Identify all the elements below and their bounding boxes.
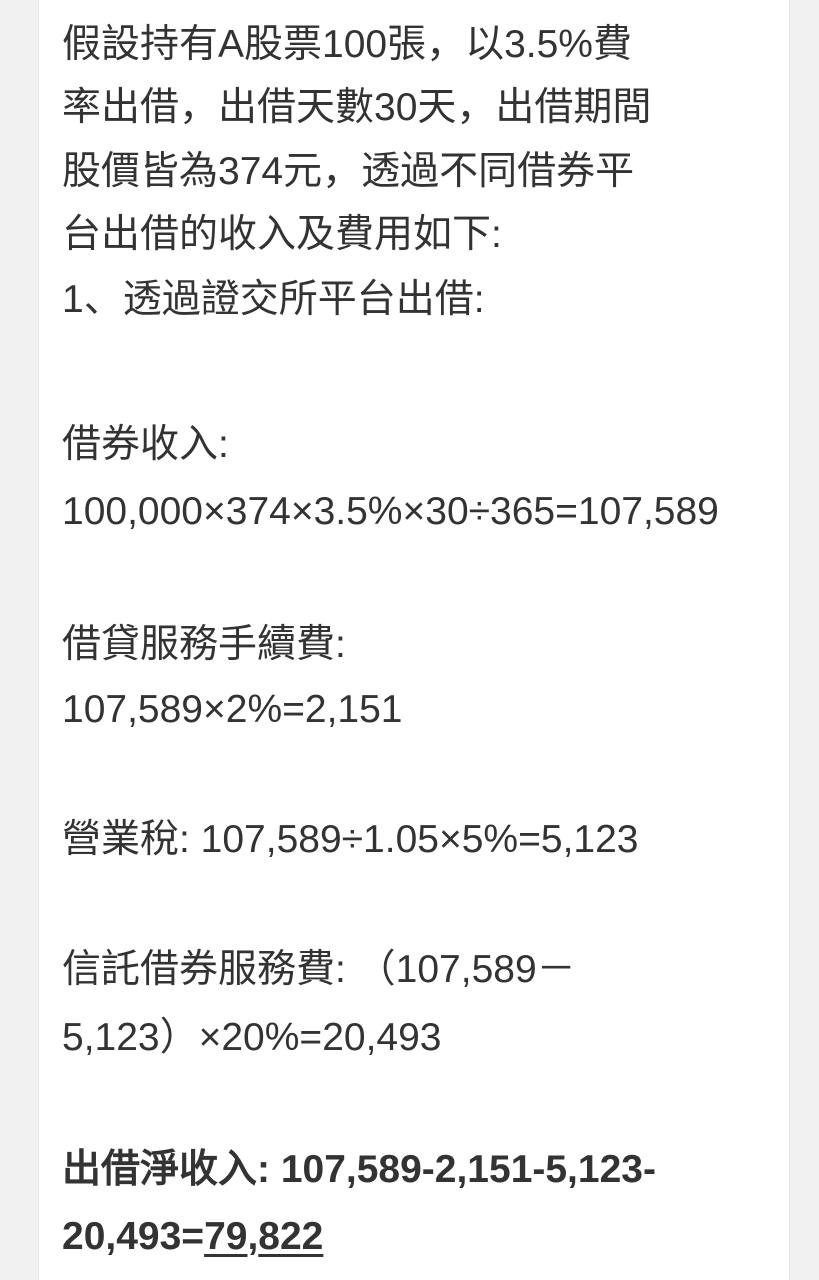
intro-line-4: 台出借的收入及費用如下: [62, 213, 502, 256]
service-fee-label: 借貸服務手續費: [62, 623, 346, 666]
net-income-result-units: 822 [258, 1215, 324, 1258]
business-tax: 營業稅: 107,589÷1.05×5%=5,123 [62, 818, 639, 861]
net-income-line-1: 出借淨收入: 107,589-2,151-5,123- [62, 1148, 656, 1191]
intro-line-1: 假設持有A股票100張，以3.5%費 [62, 23, 632, 66]
net-income-result-thousands: 79 [204, 1215, 248, 1258]
net-income-prefix: 20,493= [62, 1215, 205, 1258]
intro-line-5: 1、透過證交所平台出借: [62, 278, 485, 321]
lending-income-formula: 100,000×374×3.5%×30÷365=107,589 [62, 490, 719, 533]
lending-income-label: 借券收入: [62, 423, 229, 466]
net-income-line-2: 20,493=79,822 [62, 1212, 323, 1262]
intro-line-3: 股價皆為374元，透過不同借券平 [62, 150, 635, 193]
intro-line-2: 率出借，出借天數30天，出借期間 [62, 86, 652, 129]
trust-fee-line-2: 5,123）×20%=20,493 [62, 1016, 442, 1059]
net-income-result-separator: , [247, 1215, 259, 1258]
article-card [38, 0, 790, 1280]
trust-fee-line-1: 信託借券服務費: （107,589－ [62, 948, 576, 991]
service-fee-formula: 107,589×2%=2,151 [62, 688, 403, 731]
